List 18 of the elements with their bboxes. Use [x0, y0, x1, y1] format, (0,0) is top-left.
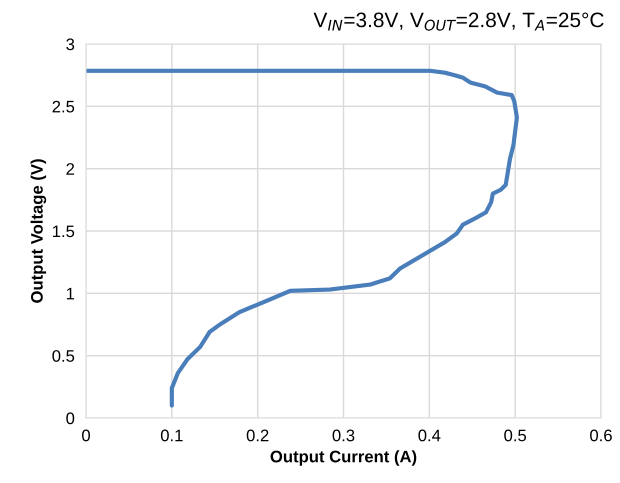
- y-tick-label: 0.5: [52, 350, 74, 362]
- y-tick-label: 2: [66, 163, 74, 175]
- x-tick-label: 0.5: [504, 430, 526, 442]
- y-tick-label: 1: [66, 288, 74, 300]
- y-tick-label: 2.5: [52, 100, 74, 113]
- x-tick-label: 0.2: [246, 430, 268, 442]
- x-tick-label: 0.1: [160, 430, 183, 442]
- x-axis-title: Output Current (A): [270, 450, 416, 466]
- x-tick-label: 0.6: [590, 430, 612, 442]
- y-tick-label: 3: [66, 38, 74, 50]
- x-tick-label: 0.3: [332, 430, 354, 442]
- chart-title: V$_{IN}$=3.8V, V$_{OUT}$=2.8V, T$_{A}$=25°C: [314, 12, 604, 31]
- y-axis-title: Output Voltage (V): [30, 159, 46, 303]
- y-tick-label: 0: [66, 412, 74, 424]
- y-tick-label: 1.5: [52, 226, 74, 238]
- line-series: [86, 68, 519, 408]
- x-tick-label: 0: [82, 430, 90, 442]
- x-tick-label: 0.4: [418, 430, 440, 442]
